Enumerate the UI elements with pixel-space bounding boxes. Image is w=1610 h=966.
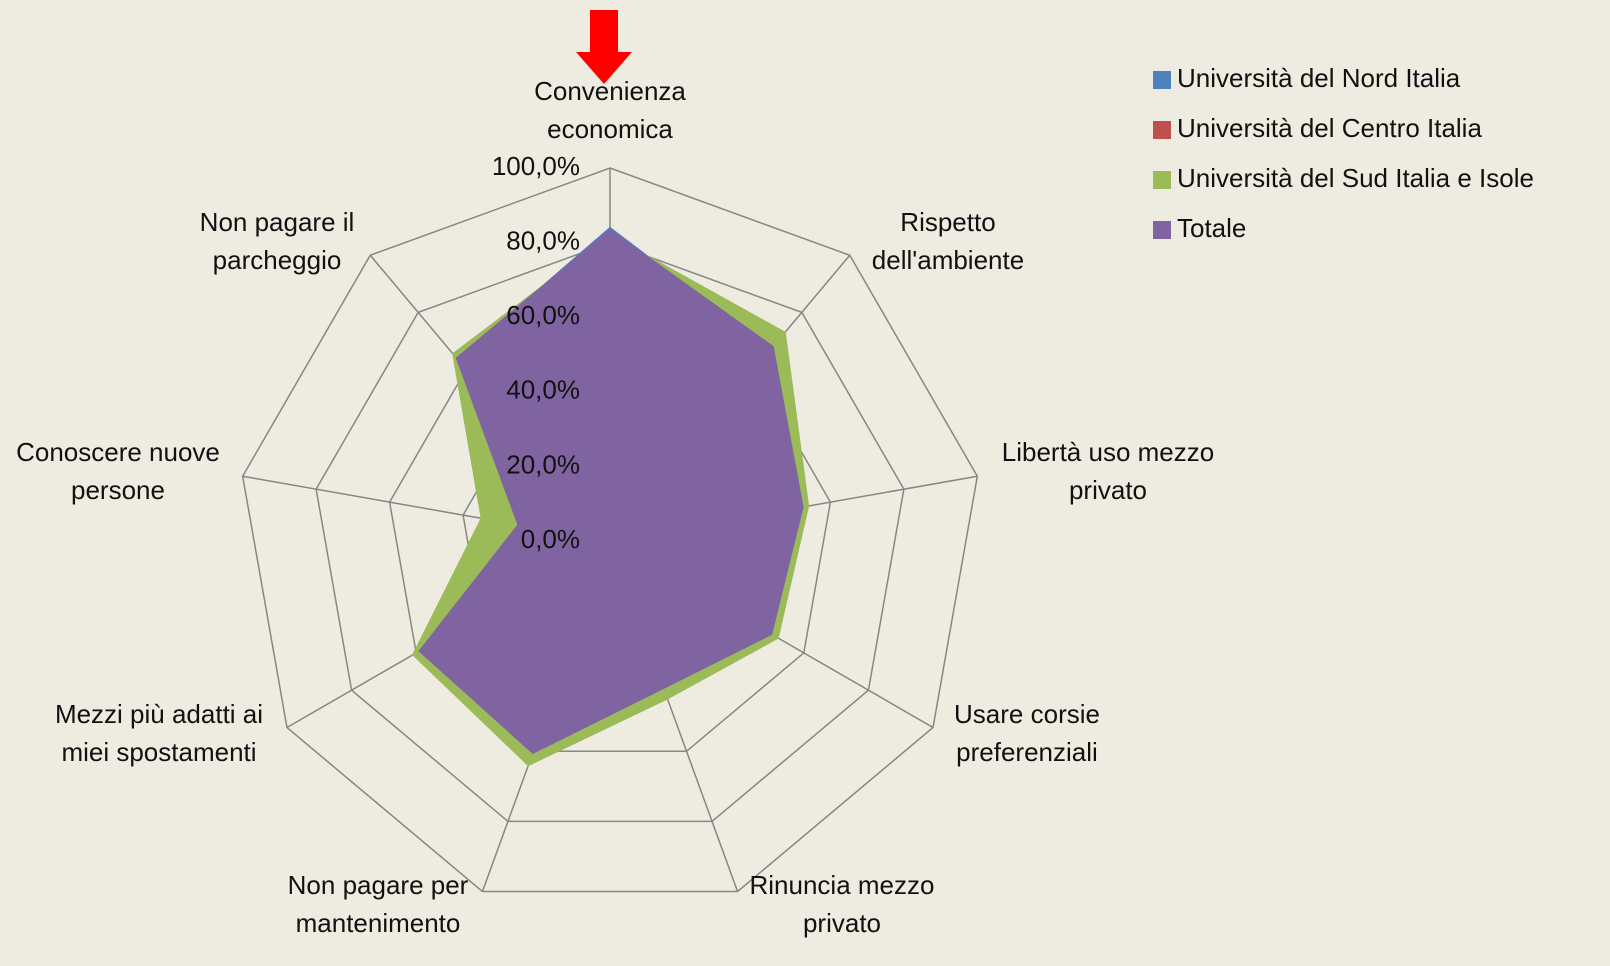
legend-swatch	[1153, 71, 1171, 89]
category-label: Usare corsie preferenziali	[954, 699, 1100, 767]
category-label: Conoscere nuove persone	[16, 437, 220, 505]
series-area	[418, 228, 804, 754]
legend-label: Università del Centro Italia	[1177, 113, 1482, 143]
category-label: Libertà uso mezzo privato	[1002, 437, 1214, 505]
labels: 0,0% 20,0% 40,0% 60,0% 80,0% 100,0% Convenienz…	[16, 63, 1534, 938]
category-label: Non pagare il parcheggio	[200, 207, 355, 275]
r-tick-label: 60,0%	[506, 300, 580, 330]
category-label: Rinuncia mezzo privato	[750, 870, 935, 938]
grid-ring	[315, 241, 905, 823]
areas	[412, 226, 810, 767]
category-label: Mezzi più adatti ai miei spostamenti	[55, 699, 263, 767]
r-tick-label: 20,0%	[506, 449, 580, 479]
legend-label: Totale	[1177, 213, 1246, 243]
legend-swatch	[1153, 121, 1171, 139]
r-tick-label: 80,0%	[506, 225, 580, 255]
r-tick-label: 100,0%	[492, 151, 580, 181]
category-label: Convenienza economica	[534, 76, 686, 144]
r-tick-label: 0,0%	[521, 524, 580, 554]
legend-label: Università del Sud Italia e Isole	[1177, 163, 1534, 193]
legend-label: Università del Nord Italia	[1177, 63, 1461, 93]
category-label: Rispetto dell'ambiente	[872, 207, 1024, 275]
r-tick-label: 40,0%	[506, 375, 580, 405]
red-arrow	[576, 10, 632, 84]
legend-swatch	[1153, 221, 1171, 239]
legend-swatch	[1153, 171, 1171, 189]
grid-ring	[241, 167, 979, 893]
category-label: Non pagare per mantenimento	[288, 870, 469, 938]
